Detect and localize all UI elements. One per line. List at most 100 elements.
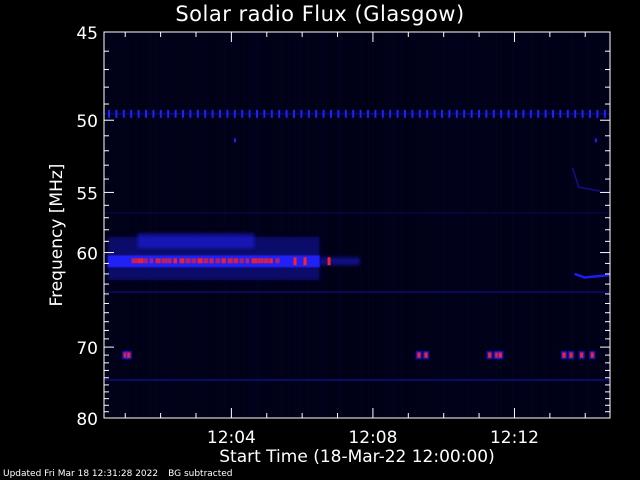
noise-streak: [294, 32, 295, 418]
noise-streak: [126, 32, 127, 418]
burst-60mhz-hotspot: [161, 258, 168, 264]
band-50mhz-dot: [315, 109, 318, 118]
band-50mhz-dot: [500, 109, 503, 118]
noise-streak: [242, 32, 243, 418]
noise-streak: [194, 32, 195, 418]
spike-71mhz: [580, 352, 584, 358]
noise-streak: [112, 32, 113, 418]
noise-streak: [214, 32, 215, 418]
band-50mhz-dot: [233, 109, 236, 118]
noise-streak: [334, 32, 335, 418]
noise-streak: [160, 32, 161, 418]
burst-60mhz-peak: [303, 257, 307, 266]
noise-streak: [120, 32, 121, 418]
noise-streak: [182, 32, 183, 418]
noise-streak: [394, 32, 395, 418]
noise-streak: [142, 32, 143, 418]
noise-streak: [116, 32, 117, 418]
noise-streak: [544, 32, 545, 418]
noise-streak: [312, 32, 313, 418]
noise-streak: [572, 32, 573, 418]
noise-streak: [574, 32, 575, 418]
noise-streak: [170, 32, 171, 418]
noise-streak: [432, 32, 433, 418]
burst-60mhz-hotspot: [245, 258, 249, 264]
noise-streak: [260, 32, 261, 418]
noise-streak: [190, 32, 191, 418]
noise-streak: [266, 32, 267, 418]
noise-streak: [514, 32, 515, 418]
noise-streak: [590, 32, 591, 418]
band-50mhz-dot: [559, 109, 562, 118]
band-50mhz-dot: [470, 109, 473, 118]
noise-streak: [372, 32, 373, 418]
noise-streak: [430, 32, 431, 418]
burst-60mhz-hotspot: [131, 258, 138, 264]
noise-streak: [468, 32, 469, 418]
noise-streak: [374, 32, 375, 418]
noise-streak: [118, 32, 119, 418]
noise-streak: [412, 32, 413, 418]
band-50mhz-dot: [396, 109, 399, 118]
noise-streak: [604, 32, 605, 418]
noise-streak: [354, 32, 355, 418]
noise-streak: [466, 32, 467, 418]
noise-streak: [230, 32, 231, 418]
band-50mhz-dot: [278, 109, 281, 118]
band-50mhz-dot: [374, 109, 377, 118]
band-50mhz-dot: [544, 109, 547, 118]
noise-streak: [488, 32, 489, 418]
burst-60mhz-hotspot: [191, 258, 197, 264]
noise-streak: [406, 32, 407, 418]
noise-streak: [272, 32, 273, 418]
noise-streak: [408, 32, 409, 418]
noise-streak: [434, 32, 435, 418]
noise-streak: [276, 32, 277, 418]
band-50mhz-dot: [367, 109, 369, 118]
noise-streak: [216, 32, 217, 418]
noise-streak: [298, 32, 299, 418]
burst-60mhz-hotspot: [137, 258, 144, 264]
noise-streak: [338, 32, 339, 418]
noise-streak: [268, 32, 269, 418]
noise-streak: [542, 32, 543, 418]
noise-streak: [332, 32, 333, 418]
noise-streak: [560, 32, 561, 418]
burst-60mhz-hotspot: [173, 258, 178, 264]
noise-streak: [156, 32, 157, 418]
noise-streak: [460, 32, 461, 418]
noise-streak: [390, 32, 391, 418]
noise-streak: [518, 32, 519, 418]
burst-60mhz-hotspot: [179, 258, 185, 264]
noise-streak: [526, 32, 527, 418]
noise-streak: [258, 32, 259, 418]
tail-62mhz: [574, 272, 611, 279]
spike-71mhz: [488, 352, 492, 358]
noise-streak: [224, 32, 225, 418]
noise-streak: [594, 32, 595, 418]
noise-streak: [504, 32, 505, 418]
noise-streak: [552, 32, 553, 418]
noise-streak: [172, 32, 173, 418]
spike-71mhz: [569, 352, 573, 358]
noise-streak: [510, 32, 511, 418]
noise-streak: [498, 32, 499, 418]
noise-streak: [222, 32, 223, 418]
noise-streak: [228, 32, 229, 418]
noise-streak: [530, 32, 531, 418]
band-50mhz-dot: [159, 109, 162, 118]
noise-streak: [516, 32, 517, 418]
noise-streak: [148, 32, 149, 418]
burst-60mhz-hotspot: [263, 258, 270, 264]
noise-streak: [114, 32, 115, 418]
band-50mhz-dot: [137, 109, 140, 118]
noise-streak: [162, 32, 163, 418]
noise-streak: [362, 32, 363, 418]
band-50mhz-dot: [219, 109, 221, 118]
noise-streak: [296, 32, 297, 418]
noise-streak: [270, 32, 271, 418]
noise-streak: [448, 32, 449, 418]
noise-streak: [110, 32, 111, 418]
noise-streak: [236, 32, 237, 418]
noise-streak: [396, 32, 397, 418]
